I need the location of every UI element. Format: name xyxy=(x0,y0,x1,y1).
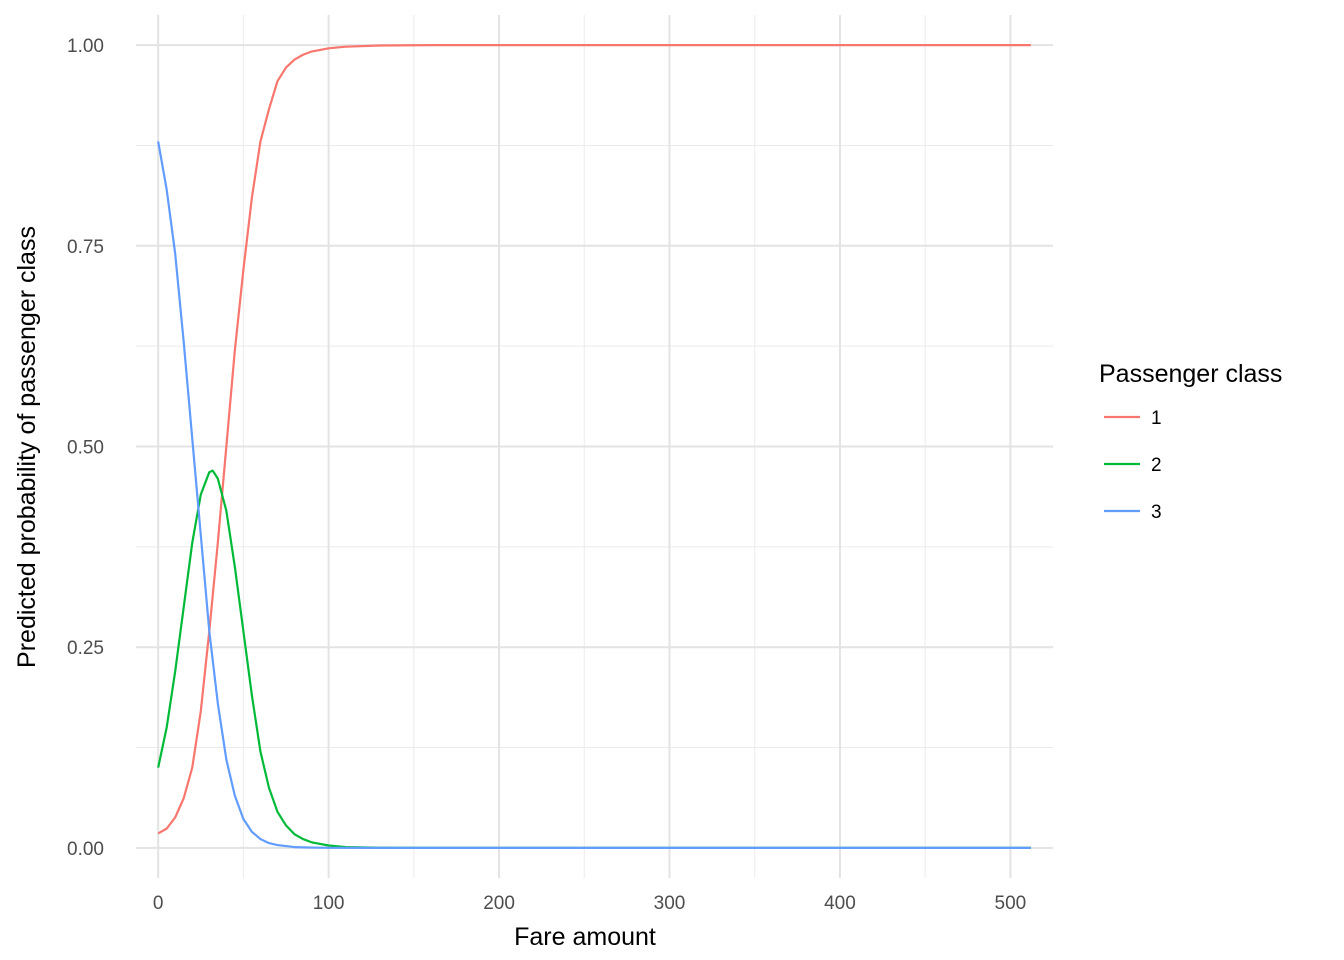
legend-label: 2 xyxy=(1151,455,1162,476)
x-tick-label: 100 xyxy=(313,893,345,914)
legend-item-class-3: 3 xyxy=(1104,502,1162,523)
x-tick-label: 0 xyxy=(153,893,164,914)
x-tick-label: 300 xyxy=(654,893,686,914)
series-line-class-2 xyxy=(157,469,1031,849)
x-tick-label: 400 xyxy=(824,893,856,914)
series-line-class-1 xyxy=(157,44,1031,835)
legend-item-class-1: 1 xyxy=(1104,408,1162,429)
major-gridlines xyxy=(136,15,1053,878)
x-tick-label: 500 xyxy=(995,893,1027,914)
x-tick-label: 200 xyxy=(483,893,515,914)
y-tick-label: 0.75 xyxy=(67,237,104,258)
y-axis-title: Predicted probability of passenger class xyxy=(13,226,41,668)
series-lines xyxy=(157,44,1031,849)
y-tick-label: 1.00 xyxy=(67,36,104,57)
legend-items: 1 2 3 xyxy=(1104,408,1162,523)
legend: Passenger class 1 2 3 xyxy=(1099,360,1282,523)
legend-title: Passenger class xyxy=(1099,360,1282,388)
x-axis-tick-labels: 0 100 200 300 400 500 xyxy=(153,893,1026,914)
legend-item-class-2: 2 xyxy=(1104,455,1162,476)
y-tick-label: 0.00 xyxy=(67,839,104,860)
x-axis-title: Fare amount xyxy=(514,923,656,951)
y-tick-label: 0.50 xyxy=(67,438,104,459)
y-axis-tick-labels: 0.00 0.25 0.50 0.75 1.00 xyxy=(67,36,104,860)
series-line-class-3 xyxy=(157,141,1031,849)
y-tick-label: 0.25 xyxy=(67,638,104,659)
legend-label: 1 xyxy=(1151,408,1162,429)
legend-label: 3 xyxy=(1151,502,1162,523)
